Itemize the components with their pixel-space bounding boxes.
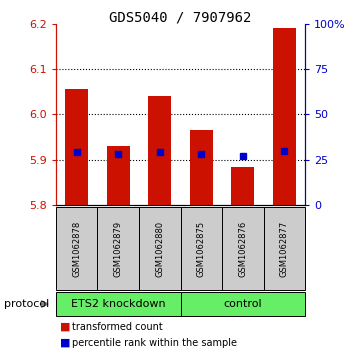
Text: GSM1062880: GSM1062880	[155, 221, 164, 277]
Bar	[190, 130, 213, 205]
Bar	[273, 28, 296, 205]
Text: control: control	[223, 299, 262, 309]
Text: GSM1062879: GSM1062879	[114, 221, 123, 277]
Text: GDS5040 / 7907962: GDS5040 / 7907962	[109, 11, 252, 25]
Bar	[107, 146, 130, 205]
Text: GSM1062877: GSM1062877	[280, 221, 289, 277]
Bar	[148, 96, 171, 205]
Bar	[231, 167, 254, 205]
Bar	[65, 89, 88, 205]
Text: protocol: protocol	[4, 299, 49, 309]
Text: GSM1062878: GSM1062878	[72, 221, 81, 277]
Text: percentile rank within the sample: percentile rank within the sample	[72, 338, 237, 348]
Text: transformed count: transformed count	[72, 322, 163, 332]
Text: GSM1062876: GSM1062876	[238, 221, 247, 277]
Text: GSM1062875: GSM1062875	[197, 221, 206, 277]
Text: ■: ■	[60, 338, 70, 348]
Text: ETS2 knockdown: ETS2 knockdown	[71, 299, 166, 309]
Text: ■: ■	[60, 322, 70, 332]
